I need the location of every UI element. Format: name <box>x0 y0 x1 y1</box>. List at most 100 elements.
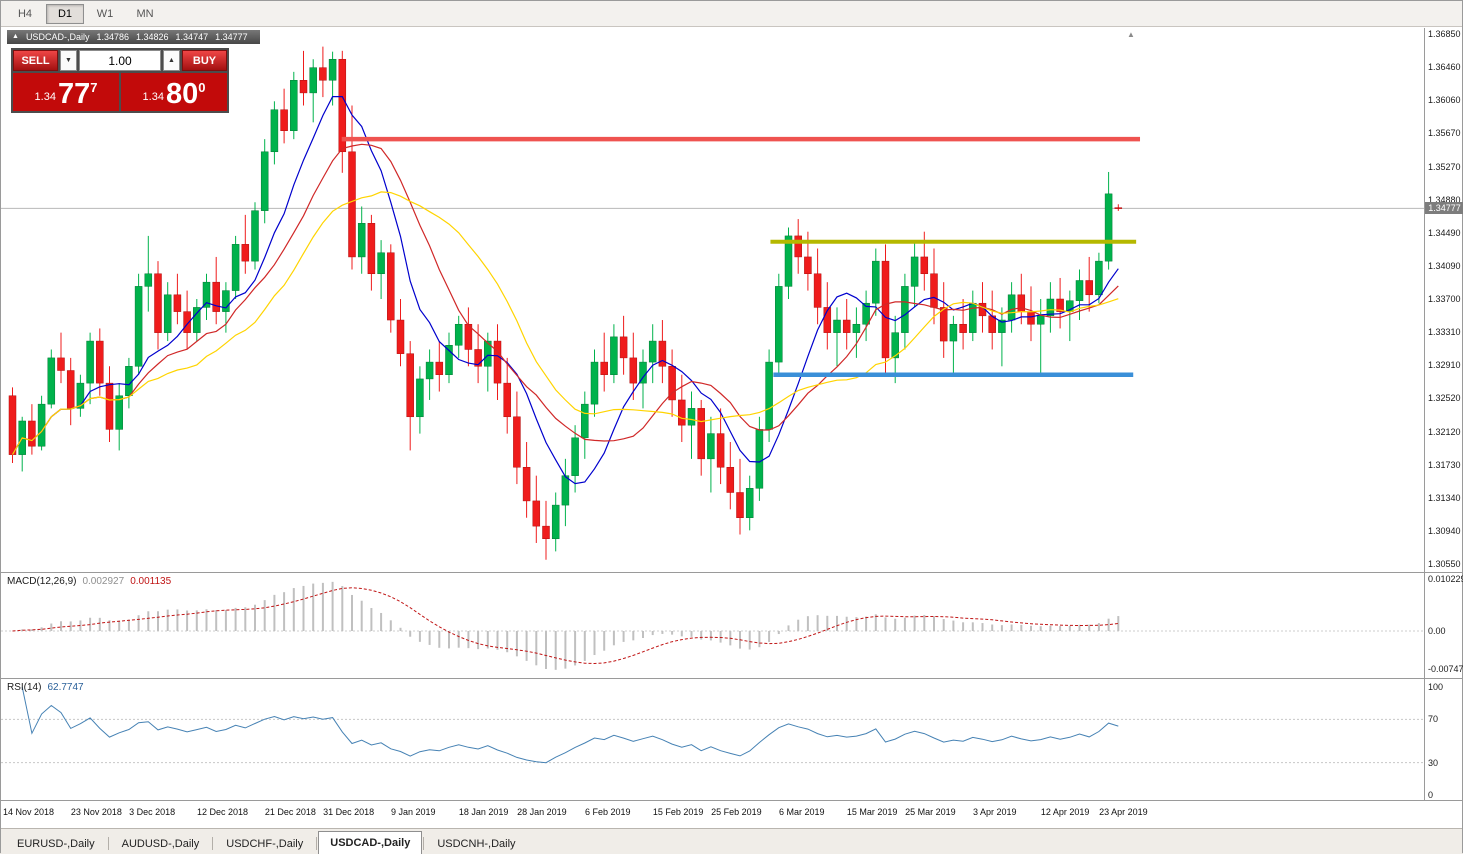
price-scale-label: 1.36060 <box>1428 95 1461 106</box>
price-scale-label: 1.30940 <box>1428 526 1461 537</box>
bottom-tab-usdchf-daily[interactable]: USDCHF-,Daily <box>226 838 304 850</box>
tab-separator <box>316 837 318 850</box>
date-axis-label: 25 Feb 2019 <box>711 807 762 817</box>
volume-input[interactable] <box>79 50 161 71</box>
price-scale-separator <box>1424 28 1425 800</box>
ma-line-8 <box>11 96 1119 485</box>
rsi-scale-label: 0 <box>1428 790 1434 800</box>
macd-rsi-splitter[interactable] <box>1 678 1463 679</box>
current-price-tag: 1.34777 <box>1425 202 1463 215</box>
price-scale-label: 1.31340 <box>1428 492 1461 503</box>
macd-scale-label: -0.00747 <box>1428 663 1463 674</box>
buy-button[interactable]: BUY <box>182 50 227 71</box>
tab-separator <box>423 837 425 850</box>
price-scale-label: 1.33310 <box>1428 326 1461 337</box>
date-axis-label: 23 Nov 2018 <box>70 807 122 817</box>
sell-price-big: 77 <box>57 78 91 110</box>
price-scale-label: 1.36460 <box>1428 61 1461 72</box>
macd-scale-label: 0.00 <box>1428 626 1446 636</box>
price-scale-label: 1.36850 <box>1428 29 1461 39</box>
price-scale-label: 1.34880 <box>1428 194 1461 205</box>
price-scale-label: 1.34090 <box>1428 261 1461 272</box>
ma-line-13 <box>11 143 1119 455</box>
sell-price-sup: 7 <box>90 80 98 95</box>
symbol-title: USDCAD-,Daily <box>25 32 90 42</box>
rsi-scale-label: 100 <box>1428 682 1444 692</box>
price-scale-label: 1.35270 <box>1428 161 1461 172</box>
sell-price-prefix: 1.34 <box>34 91 56 103</box>
buy-price-display[interactable]: 1.34 80 0 <box>121 73 227 111</box>
macd-header: MACD(12,26,9) 0.002927 0.001135 <box>7 576 171 587</box>
bottom-tab-bar: EURUSD-,Daily AUDUSD-,Daily USDCHF-,Daily U… <box>1 828 1462 854</box>
price-scale-label: 1.30550 <box>1428 559 1461 569</box>
date-axis[interactable]: 14 Nov 2018 23 Nov 2018 3 Dec 2018 12 Dec 2… <box>1 801 1424 827</box>
date-axis-label: 3 Dec 2018 <box>129 807 176 817</box>
macd-signal-line <box>12 587 1119 665</box>
rsi-scale-label: 70 <box>1428 714 1439 725</box>
timeframe-tab-w1[interactable]: W1 <box>96 7 114 20</box>
price-scale-label: 1.32910 <box>1428 360 1461 371</box>
date-axis-label: 25 Mar 2019 <box>905 807 956 817</box>
timeframe-tab-mn[interactable]: MN <box>136 7 154 20</box>
date-axis-label: 18 Jan 2019 <box>458 807 509 817</box>
macd-panel-svg[interactable] <box>1 573 1424 678</box>
price-scale-label: 1.32120 <box>1428 426 1461 437</box>
date-axis-label: 12 Dec 2018 <box>197 807 249 817</box>
timeframe-tab-d1[interactable]: D1 <box>46 3 84 24</box>
date-axis-label: 15 Feb 2019 <box>652 807 704 817</box>
one-click-trading-panel: SELL ▼ ▲ BUY 1.34 77 7 1.34 80 0 <box>11 48 229 113</box>
chart-shift-marker[interactable]: ▲ <box>1127 30 1135 39</box>
rsi-scale-label: 30 <box>1428 757 1439 768</box>
macd-value: 0.002927 <box>82 576 125 587</box>
timeframe-toolbar: H4 D1 W1 MN <box>1 1 1462 27</box>
rsi-label: RSI(14) <box>7 682 42 693</box>
tab-separator <box>107 837 109 850</box>
date-axis-label: 31 Dec 2018 <box>323 807 375 817</box>
date-axis-label: 3 Apr 2019 <box>973 807 1017 817</box>
volume-increase-button[interactable]: ▲ <box>163 50 180 71</box>
ma-line-20 <box>11 191 1119 455</box>
price-chart-svg[interactable] <box>1 28 1424 572</box>
date-axis-label: 15 Mar 2019 <box>846 807 898 817</box>
date-axis-label: 14 Nov 2018 <box>3 807 55 817</box>
buy-price-big: 80 <box>165 78 199 110</box>
bottom-tab-usdcad-daily[interactable]: USDCAD-,Daily <box>318 831 423 854</box>
buy-price-sup: 0 <box>198 80 206 95</box>
macd-histogram <box>21 581 1120 670</box>
rsi-line <box>21 686 1119 764</box>
macd-signal-value: 0.001135 <box>130 576 172 587</box>
timeframe-tab-h4[interactable]: H4 <box>17 7 33 20</box>
bottom-tab-eurusd-daily[interactable]: EURUSD-,Daily <box>17 838 95 850</box>
date-axis-label: 12 Apr 2019 <box>1040 807 1090 817</box>
rsi-header: RSI(14) 62.7747 <box>7 682 84 693</box>
sell-button[interactable]: SELL <box>13 50 58 71</box>
price-scale-label: 1.35670 <box>1428 128 1461 139</box>
macd-label: MACD(12,26,9) <box>7 576 77 587</box>
volume-decrease-button[interactable]: ▼ <box>60 50 77 71</box>
ohlc-close: 1.34777 <box>215 32 248 42</box>
price-scale-label: 1.32520 <box>1428 393 1461 404</box>
candles-layer <box>8 46 1123 560</box>
ohlc-open: 1.34786 <box>96 32 129 42</box>
chart-dateaxis-separator <box>1 800 1463 801</box>
rsi-panel-svg[interactable] <box>1 679 1424 800</box>
macd-scale-label: 0.010229 <box>1428 574 1463 584</box>
ohlc-high: 1.34826 <box>136 32 169 42</box>
buy-price-prefix: 1.34 <box>142 91 164 103</box>
bottom-tab-usdcnh-daily[interactable]: USDCNH-,Daily <box>437 838 516 850</box>
bottom-tab-audusd-daily[interactable]: AUDUSD-,Daily <box>121 838 200 850</box>
tab-separator <box>212 837 214 850</box>
sell-price-display[interactable]: 1.34 77 7 <box>13 73 119 111</box>
price-macd-splitter[interactable] <box>1 572 1463 573</box>
rsi-value: 62.7747 <box>47 682 84 693</box>
date-axis-label: 21 Dec 2018 <box>264 807 316 817</box>
chart-title-bar: ▲ USDCAD-,Daily 1.34786 1.34826 1.34747 … <box>7 30 260 44</box>
date-axis-label: 23 Apr 2019 <box>1099 807 1148 817</box>
price-scale-label: 1.31730 <box>1428 459 1461 470</box>
date-axis-label: 6 Feb 2019 <box>585 807 631 817</box>
price-scale-label: 1.33700 <box>1428 294 1461 304</box>
date-axis-label: 6 Mar 2019 <box>779 807 825 817</box>
ohlc-low: 1.34747 <box>175 32 209 42</box>
date-axis-label: 9 Jan 2019 <box>391 807 436 817</box>
